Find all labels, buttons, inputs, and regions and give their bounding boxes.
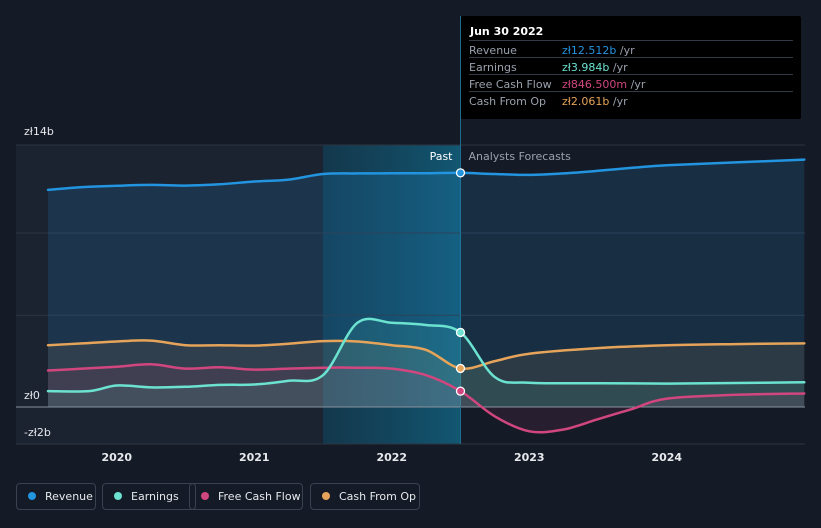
tooltip-row-earnings: Earnings zł3.984b /yr xyxy=(469,57,793,75)
x-tick-label: 2022 xyxy=(376,451,407,464)
tooltip-row-cash-from-op: Cash From Op zł2.061b /yr xyxy=(469,91,793,109)
x-tick-label: 2023 xyxy=(514,451,545,464)
tooltip-date: Jun 30 2022 xyxy=(470,25,544,38)
free-cash-flow-area xyxy=(48,364,805,433)
revenue-marker xyxy=(455,168,466,178)
y-tick-label-top: zł14b xyxy=(24,125,54,138)
legend-item-revenue[interactable]: Revenue xyxy=(16,483,96,510)
x-tick-label: 2020 xyxy=(101,451,132,464)
tooltip-value: zł2.061b /yr xyxy=(562,95,628,108)
legend-dot xyxy=(114,492,122,500)
y-tick-label-zero: zł0 xyxy=(24,389,40,402)
tooltip-value: zł12.512b /yr xyxy=(562,44,635,57)
tooltip-label: Revenue xyxy=(469,44,517,57)
legend-dot xyxy=(322,492,330,500)
tooltip-label: Earnings xyxy=(469,61,517,74)
x-tick-label: 2021 xyxy=(239,451,270,464)
legend-label: Earnings xyxy=(131,490,179,503)
free-cash-flow-line xyxy=(46,363,806,434)
legend-item-earnings[interactable]: Earnings xyxy=(102,483,196,510)
hover-tooltip: Jun 30 2022 Revenue zł12.512b /yr Earnin… xyxy=(461,16,801,119)
legend-dot xyxy=(28,492,36,500)
cash-from-op-area xyxy=(48,340,805,407)
y-tick-label-bottom: -zł2b xyxy=(24,426,51,439)
free-cash-flow-marker xyxy=(455,386,466,396)
tooltip-row-free-cash-flow: Free Cash Flow zł846.500m /yr xyxy=(469,74,793,92)
legend-dot xyxy=(201,492,209,500)
revenue-line xyxy=(46,158,806,192)
legend-label: Cash From Op xyxy=(339,490,417,503)
earnings-line xyxy=(46,317,806,393)
highlight-band xyxy=(323,145,461,444)
cash-from-op-line xyxy=(46,339,806,370)
x-tick-label: 2024 xyxy=(651,451,682,464)
earnings-marker xyxy=(455,327,466,338)
tooltip-label: Cash From Op xyxy=(469,95,547,108)
forecast-label: Analysts Forecasts xyxy=(469,150,572,163)
tooltip-value: zł3.984b /yr xyxy=(562,61,628,74)
tooltip-label: Free Cash Flow xyxy=(469,78,552,91)
legend-item-cash-from-op[interactable]: Cash From Op xyxy=(310,483,420,510)
past-label: Past xyxy=(430,150,454,163)
cash-from-op-marker xyxy=(455,363,466,374)
legend-label: Revenue xyxy=(45,490,93,503)
legend-item-free-cash-flow[interactable]: Free Cash Flow xyxy=(189,483,303,510)
legend-label: Free Cash Flow xyxy=(218,490,301,503)
tooltip-row-revenue: Revenue zł12.512b /yr xyxy=(469,40,793,58)
tooltip-value: zł846.500m /yr xyxy=(562,78,646,91)
